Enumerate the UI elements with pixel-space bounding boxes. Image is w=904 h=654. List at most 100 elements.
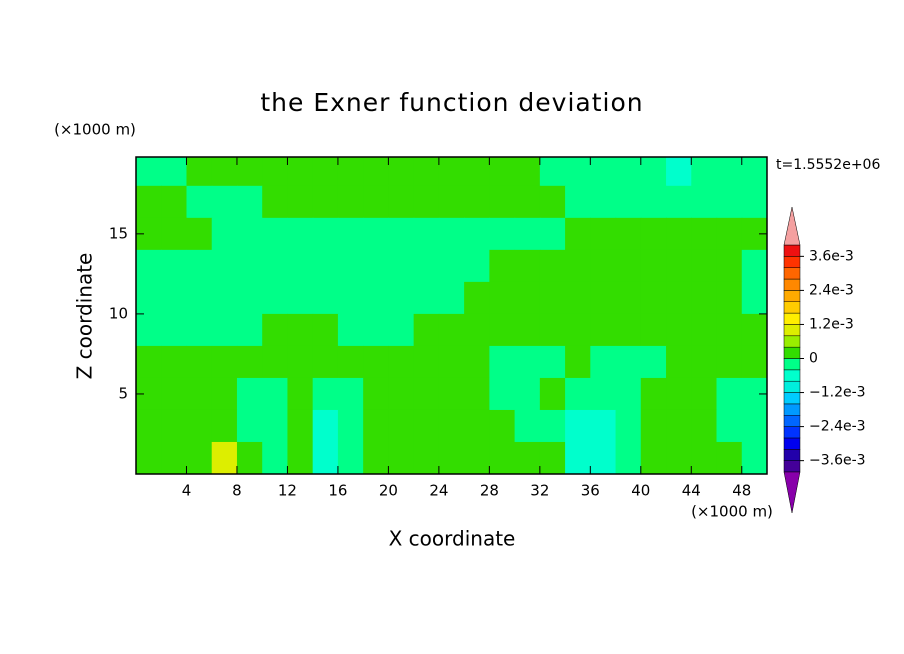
cell [464,313,490,347]
cell [413,157,440,187]
cell [262,441,289,474]
y-tick-label: 15 [109,224,128,242]
cell [312,217,339,251]
cell [337,345,364,379]
y-tick-label: 5 [118,384,128,402]
cell [489,409,516,443]
cell [211,345,238,379]
cell [590,345,617,379]
cell [136,157,162,187]
cell [186,157,213,187]
colorbar-over [783,206,801,246]
cell [640,345,667,379]
colorbar-tick-label: −2.4e-3 [809,419,866,435]
cell [640,441,667,474]
cell [514,377,541,411]
cell [186,345,213,379]
cell [489,441,516,474]
cell [716,157,743,187]
cell [716,377,743,411]
cell [489,249,516,283]
colorbar-tick-label: 2.4e-3 [809,282,854,298]
cell [640,281,667,315]
cell [438,157,465,187]
cell [666,377,692,411]
cell [489,345,516,379]
colorbar-tick-label: 3.6e-3 [809,248,854,264]
cell [413,377,440,411]
cell [590,313,617,347]
cell [464,249,490,283]
cell [716,185,743,219]
cell [438,281,465,315]
cell [211,441,238,474]
cell [236,345,263,379]
cell [691,377,718,411]
field [136,157,767,474]
cell [716,249,743,283]
cell [464,281,490,315]
cell [186,249,213,283]
cell [161,249,188,283]
cell [312,249,339,283]
cell [262,157,289,187]
cell [539,441,566,474]
cell [741,345,767,379]
x-unit: (×1000 m) [691,503,773,521]
cell [413,281,440,315]
cell [337,249,364,283]
cell [363,313,389,347]
cell [186,281,213,315]
cell [363,217,389,251]
cell [640,185,667,219]
x-tick-label: 8 [232,482,242,500]
cell [413,217,440,251]
cell [565,281,591,315]
cell [590,377,617,411]
colorbar-tick-label: 1.2e-3 [809,316,854,332]
x-tick-label: 24 [429,482,448,500]
cell [413,345,440,379]
cell [590,185,617,219]
cell [514,157,541,187]
colorbar-segment [783,256,801,268]
cell [337,217,364,251]
colorbar-segment [783,437,801,450]
cell [262,313,289,347]
cell [464,157,490,187]
cell [388,377,415,411]
cell [741,313,767,347]
cell [161,217,188,251]
y-unit: (×1000 m) [54,121,136,139]
colorbar-segment [783,301,801,314]
cell [691,409,718,443]
cell [615,345,642,379]
cell [388,313,415,347]
cell [539,281,566,315]
cell [312,377,339,411]
cell [186,217,213,251]
colorbar-segment [783,335,801,348]
colorbar-tick-label: −3.6e-3 [809,453,866,469]
cell [438,345,465,379]
cell [186,441,213,474]
cell [666,157,692,187]
cell [211,157,238,187]
cell [666,249,692,283]
cell [615,185,642,219]
cell [438,185,465,219]
cell [136,249,162,283]
cell [691,313,718,347]
x-tick-label: 32 [530,482,549,500]
colorbar-tick-label: −1.2e-3 [809,385,866,401]
cell [640,249,667,283]
cell [565,185,591,219]
cell [640,377,667,411]
colorbar-segment [783,449,801,461]
cell [691,185,718,219]
cell [640,157,667,187]
cell [136,409,162,443]
cell [539,345,566,379]
cell [539,217,566,251]
cell [514,345,541,379]
